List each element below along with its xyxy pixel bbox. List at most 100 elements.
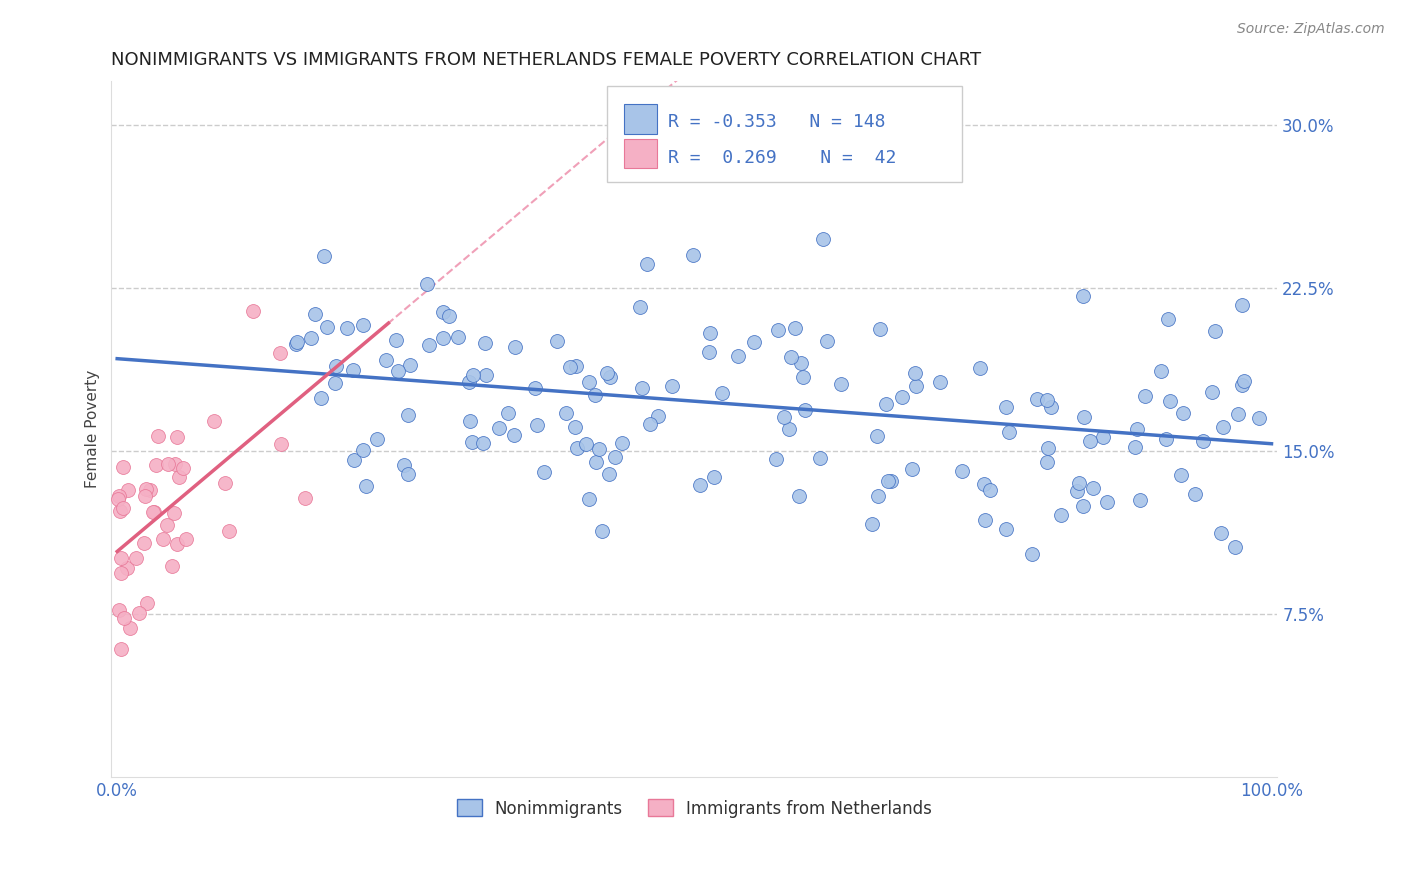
Point — [727, 349, 749, 363]
Point — [1067, 476, 1090, 491]
Point — [598, 467, 620, 481]
Point — [1230, 298, 1253, 312]
Point — [866, 489, 889, 503]
Point — [699, 344, 721, 359]
Point — [471, 435, 494, 450]
Point — [1066, 484, 1088, 499]
Text: R =  0.269    N =  42: R = 0.269 N = 42 — [668, 149, 896, 167]
Point — [134, 489, 156, 503]
Point — [457, 375, 479, 389]
Point — [242, 303, 264, 318]
Point — [134, 536, 156, 550]
Point — [763, 153, 786, 168]
Point — [166, 537, 188, 551]
Point — [463, 368, 485, 382]
Point — [503, 340, 526, 354]
Point — [315, 320, 337, 334]
Point — [1081, 482, 1104, 496]
Point — [973, 476, 995, 491]
Point — [163, 506, 186, 520]
Point — [437, 309, 460, 323]
Point — [780, 350, 803, 364]
Point — [299, 331, 322, 345]
Point — [742, 334, 765, 349]
Point — [929, 375, 952, 389]
Point — [1154, 433, 1177, 447]
Point — [585, 455, 607, 469]
Point — [496, 406, 519, 420]
Point — [1233, 374, 1256, 388]
Point — [636, 257, 658, 271]
Legend: Nonimmigrants, Immigrants from Netherlands: Nonimmigrants, Immigrants from Netherlan… — [450, 793, 939, 824]
Point — [1191, 434, 1213, 448]
Point — [1159, 394, 1181, 409]
Point — [565, 359, 588, 373]
Point — [1039, 400, 1062, 414]
Point — [603, 450, 626, 465]
Point — [789, 356, 811, 370]
Point — [474, 336, 496, 351]
Point — [309, 391, 332, 405]
Point — [418, 337, 440, 351]
Point — [387, 364, 409, 378]
Point — [1135, 389, 1157, 403]
Point — [647, 409, 669, 423]
Point — [269, 346, 291, 360]
FancyBboxPatch shape — [607, 87, 963, 182]
Point — [979, 483, 1001, 497]
Point — [526, 418, 548, 433]
Point — [599, 370, 621, 384]
Point — [969, 361, 991, 376]
Point — [1036, 441, 1059, 455]
Point — [117, 483, 139, 498]
Point — [146, 428, 169, 442]
Point — [325, 359, 347, 374]
Point — [789, 489, 811, 503]
Point — [1126, 422, 1149, 436]
Point — [218, 524, 240, 538]
Point — [766, 323, 789, 337]
Point — [342, 362, 364, 376]
Point — [107, 603, 129, 617]
Point — [811, 231, 834, 245]
Point — [336, 320, 359, 334]
Point — [578, 375, 600, 389]
Point — [156, 518, 179, 533]
Point — [294, 491, 316, 505]
Point — [866, 429, 889, 443]
Point — [270, 437, 292, 451]
FancyBboxPatch shape — [624, 139, 657, 169]
Point — [139, 483, 162, 497]
Point — [1247, 411, 1270, 425]
Point — [950, 464, 973, 478]
Point — [352, 318, 374, 332]
Point — [162, 558, 184, 573]
Point — [446, 329, 468, 343]
Point — [128, 606, 150, 620]
Point — [772, 409, 794, 424]
Point — [808, 451, 831, 466]
Point — [578, 491, 600, 506]
Point — [111, 501, 134, 516]
Text: Source: ZipAtlas.com: Source: ZipAtlas.com — [1237, 22, 1385, 37]
Point — [631, 381, 654, 395]
Point — [107, 489, 129, 503]
Point — [783, 321, 806, 335]
Point — [555, 406, 578, 420]
Point — [703, 469, 725, 483]
Point — [110, 550, 132, 565]
Point — [166, 430, 188, 444]
Point — [901, 462, 924, 476]
Point — [458, 415, 481, 429]
Point — [588, 442, 610, 456]
Point — [285, 335, 308, 350]
Point — [1211, 525, 1233, 540]
Point — [1157, 311, 1180, 326]
Point — [1071, 500, 1094, 514]
Point — [904, 367, 927, 381]
Point — [107, 491, 129, 506]
Point — [546, 334, 568, 349]
Point — [114, 610, 136, 624]
Point — [1021, 547, 1043, 561]
Point — [765, 451, 787, 466]
